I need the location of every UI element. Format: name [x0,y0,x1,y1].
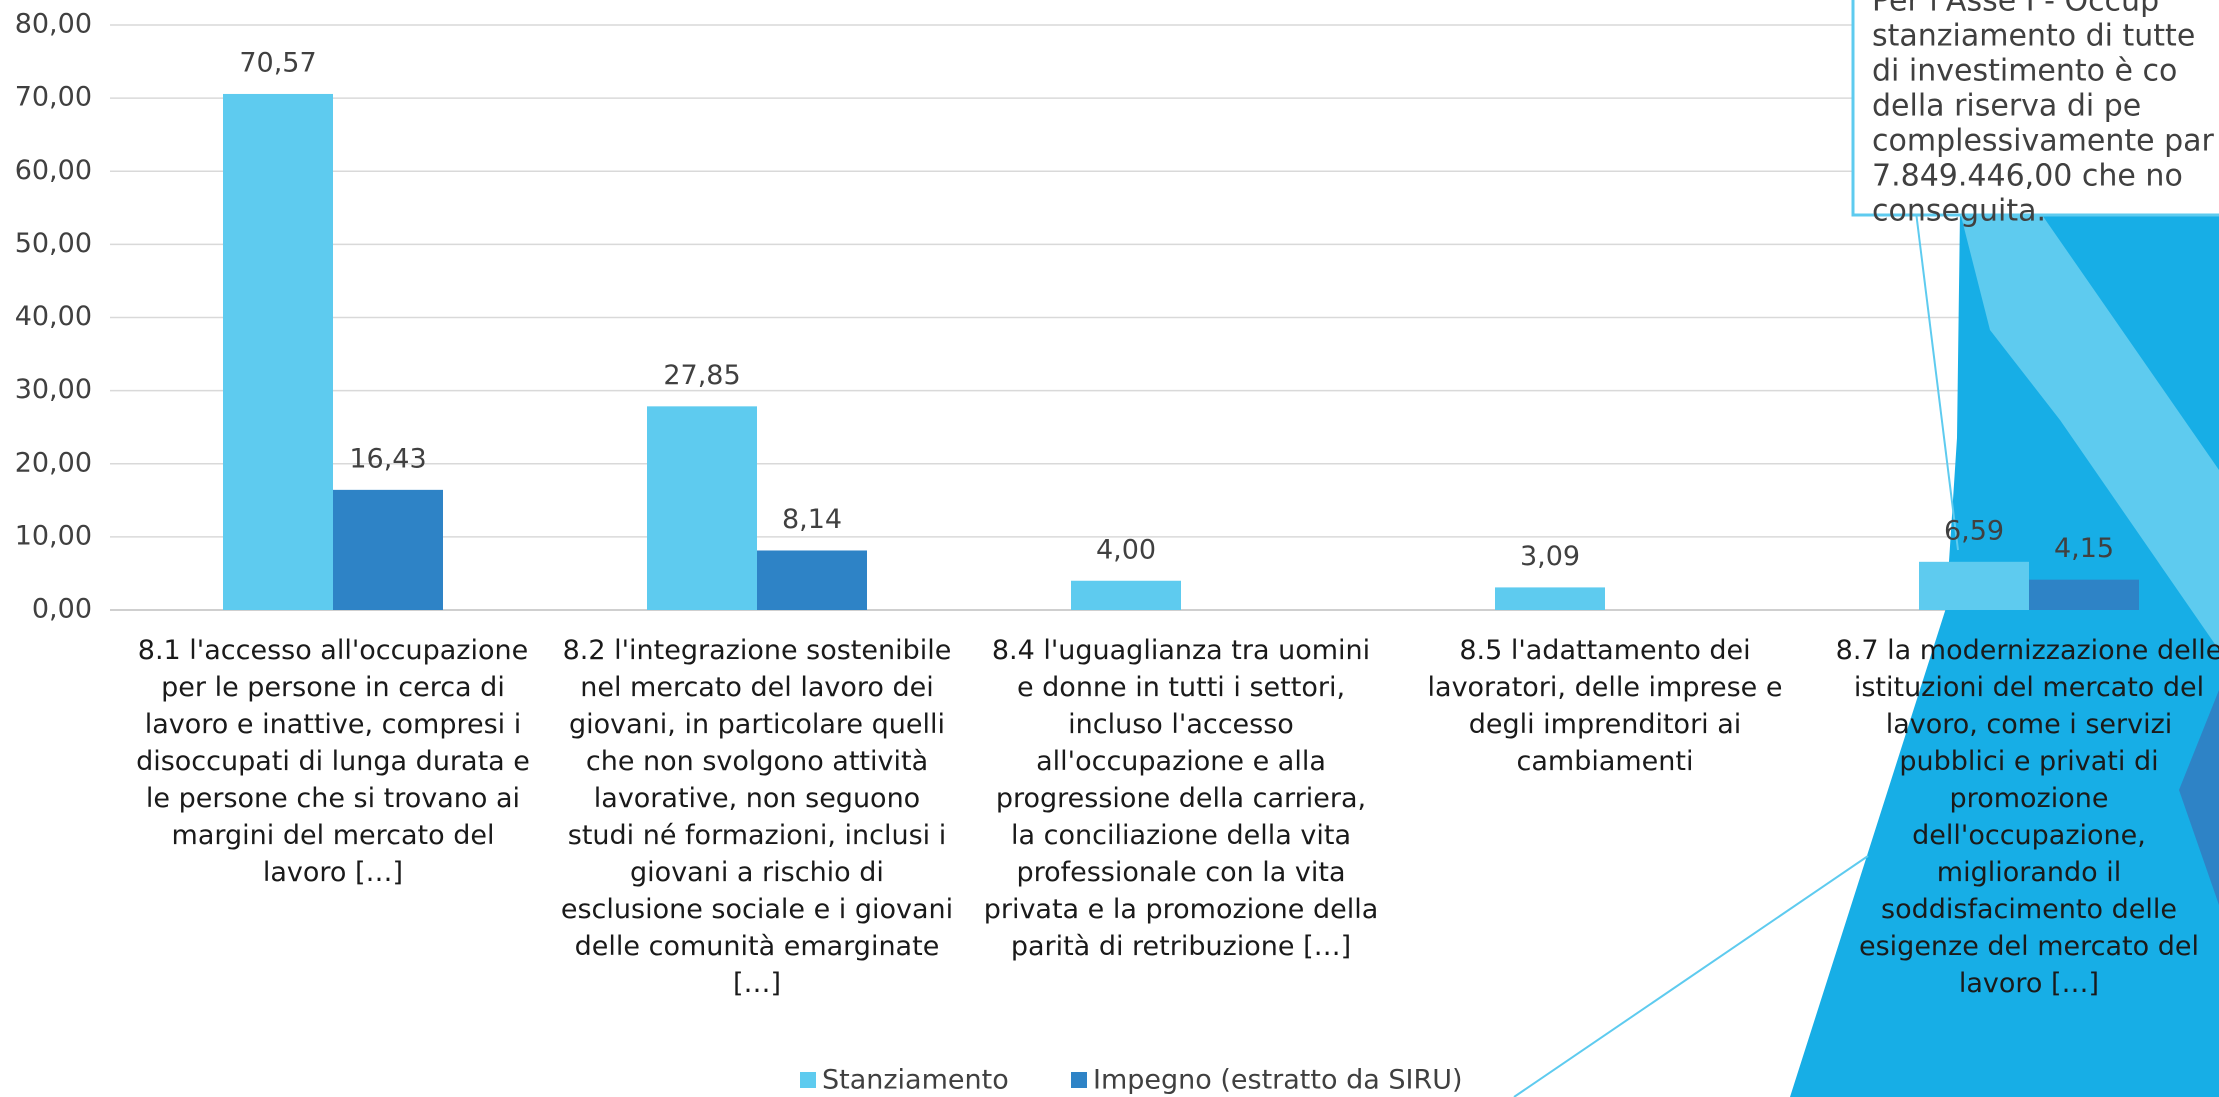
y-tick-label: 70,00 [15,82,92,113]
bar [757,550,867,610]
annotation-text: della riserva di pe [1872,89,2141,124]
bar [333,489,443,610]
data-label: 8,14 [782,504,842,535]
x-tick-label: 8.4 l'uguaglianza tra uomini e donne in … [983,635,1379,962]
legend-swatch [800,1072,816,1088]
legend-label: Impegno (estratto da SIRU) [1093,1065,1463,1096]
y-tick-label: 20,00 [15,447,92,478]
annotation-text: conseguita. [1872,194,2046,229]
data-label: 16,43 [349,443,426,474]
legend-label: Stanziamento [822,1065,1009,1096]
decor-shape [1960,212,2219,650]
data-label: 4,00 [1096,534,1156,565]
data-label: 6,59 [1944,515,2004,546]
annotation-text: Per l'Asse I - Occup [1872,0,2159,19]
legend-swatch [1071,1072,1087,1088]
y-tick-label: 40,00 [15,301,92,332]
decor-shape [2179,690,2219,905]
callout-line [1915,211,1959,551]
callout-line [1513,855,1869,1097]
data-label: 70,57 [239,47,316,78]
data-label: 3,09 [1520,541,1580,572]
x-tick-label: 8.2 l'integrazione sostenibile nel merca… [560,635,954,999]
y-tick-label: 10,00 [15,520,92,551]
y-tick-label: 60,00 [15,155,92,186]
x-tick-label: 8.1 l'accesso all'occupazione per le per… [136,635,530,888]
x-tick-label: 8.7 la modernizzazione delle istituzioni… [1835,635,2219,999]
annotation-text: di investimento è co [1872,54,2177,89]
bar [647,406,757,610]
y-tick-label: 30,00 [15,374,92,405]
y-tick-label: 50,00 [15,228,92,259]
decoration [1513,211,2219,1097]
bar [1919,561,2029,610]
bar [1071,580,1181,610]
annotation-text: complessivamente par [1872,124,2215,159]
data-label: 4,15 [2054,533,2114,564]
data-label: 27,85 [663,360,740,391]
bar [1495,587,1605,610]
annotation-box [1851,0,2219,217]
y-tick-label: 0,00 [32,594,92,625]
y-tick-label: 80,00 [15,9,92,40]
annotation-text: stanziamento di tutte [1872,19,2195,54]
annotation-text: 7.849.446,00 che no [1872,159,2183,194]
bar [223,93,333,610]
x-tick-label: 8.5 l'adattamento dei lavoratori, delle … [1427,635,1783,777]
bar [2029,579,2139,610]
